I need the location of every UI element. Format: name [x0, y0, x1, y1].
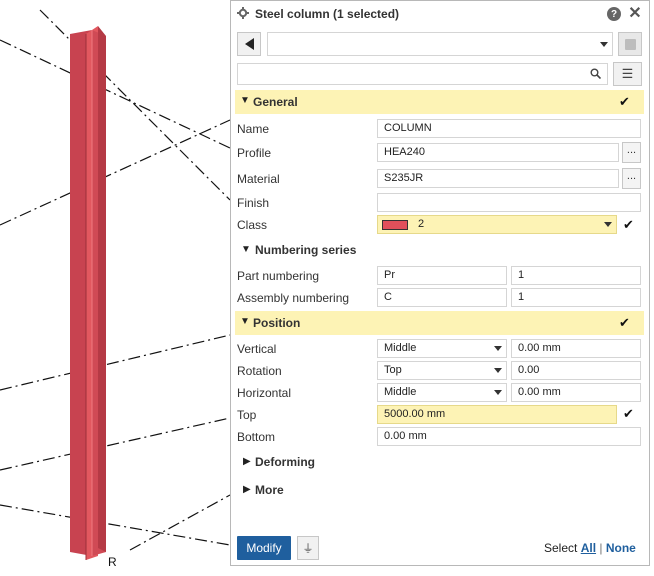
gear-icon — [236, 6, 250, 20]
section-more-title: More — [255, 483, 284, 497]
check-icon[interactable]: ✔ — [619, 315, 630, 330]
collapse-icon: ▼ — [240, 95, 250, 106]
search-icon — [589, 67, 601, 79]
rotation-label: Rotation — [237, 364, 282, 378]
profile-field[interactable]: HEA240 — [377, 143, 619, 162]
section-general[interactable]: ▼ General ✔ — [235, 90, 644, 114]
material-browse-button[interactable]: ... — [622, 168, 641, 189]
chevron-down-icon — [604, 222, 612, 227]
select-none-link[interactable]: None — [605, 541, 636, 555]
part-prefix-field[interactable]: Pr — [377, 266, 507, 285]
panel-titlebar: Steel column (1 selected) ? ✕ — [231, 1, 649, 27]
chevron-down-icon — [600, 42, 608, 47]
save-button[interactable] — [618, 32, 642, 56]
assembly-numbering-label: Assembly numbering — [237, 291, 350, 305]
name-label: Name — [237, 122, 270, 136]
horizontal-dropdown[interactable]: Middle — [377, 383, 507, 402]
rotation-offset-field[interactable]: 0.00 — [511, 361, 641, 380]
class-dropdown[interactable]: 2 — [377, 215, 617, 234]
material-label: Material — [237, 172, 280, 186]
section-deforming[interactable]: ▶ Deforming — [235, 451, 644, 473]
vertical-dropdown[interactable]: Middle — [377, 339, 507, 358]
section-position-title: Position — [253, 316, 301, 330]
pick-icon: ⏚ — [302, 543, 314, 555]
profile-browse-button[interactable]: ... — [622, 142, 641, 163]
help-icon[interactable]: ? — [607, 7, 621, 21]
vertical-offset-field[interactable]: 0.00 mm — [511, 339, 641, 358]
menu-icon: ☰ — [621, 66, 634, 81]
preset-dropdown[interactable] — [267, 32, 613, 56]
bottom-label: Bottom — [237, 430, 276, 444]
properties-panel: Steel column (1 selected) ? ✕ ☰ ▼ Genera… — [230, 0, 650, 566]
section-deforming-title: Deforming — [255, 455, 315, 469]
vertical-label: Vertical — [237, 342, 277, 356]
back-arrow-icon — [244, 38, 254, 50]
section-position[interactable]: ▼ Position ✔ — [235, 311, 644, 335]
expand-icon: ▶ — [243, 456, 251, 467]
grid-line-1 — [0, 39, 231, 149]
bottom-field[interactable]: 0.00 mm — [377, 427, 641, 446]
panel-title: Steel column (1 selected) — [255, 7, 400, 21]
finish-label: Finish — [237, 196, 270, 210]
collapse-icon: ▼ — [240, 316, 250, 327]
pick-button[interactable]: ⏚ — [297, 536, 319, 560]
search-input[interactable] — [237, 63, 608, 85]
modify-button[interactable]: Modify — [237, 536, 291, 560]
assembly-prefix-field[interactable]: C — [377, 288, 507, 307]
assembly-start-field[interactable]: 1 — [511, 288, 641, 307]
part-start-field[interactable]: 1 — [511, 266, 641, 285]
grid-line-4 — [0, 334, 231, 391]
section-more[interactable]: ▶ More — [235, 479, 644, 501]
grid-line-6 — [0, 504, 231, 546]
collapse-icon: ▼ — [241, 244, 251, 255]
grid-line-2 — [39, 9, 231, 201]
top-field[interactable]: 5000.00 mm — [377, 405, 617, 424]
section-numbering[interactable]: ▼ Numbering series — [235, 239, 644, 261]
chevron-down-icon — [494, 390, 502, 395]
chevron-down-icon — [494, 346, 502, 351]
model-viewport[interactable]: R — [0, 0, 231, 573]
chevron-down-icon — [494, 368, 502, 373]
grid-line-7 — [129, 494, 231, 551]
check-icon[interactable]: ✔ — [619, 94, 630, 109]
class-color-swatch — [382, 220, 408, 230]
save-icon — [624, 38, 636, 50]
top-label: Top — [237, 408, 257, 422]
part-numbering-label: Part numbering — [237, 269, 320, 283]
grid-line-3 — [0, 119, 231, 226]
horizontal-label: Horizontal — [237, 386, 292, 400]
check-icon[interactable]: ✔ — [623, 406, 634, 421]
cursor-marker: R — [108, 555, 117, 569]
profile-label: Profile — [237, 146, 272, 160]
expand-icon: ▶ — [243, 484, 251, 495]
horizontal-offset-field[interactable]: 0.00 mm — [511, 383, 641, 402]
class-value: 2 — [418, 218, 425, 230]
rotation-dropdown[interactable]: Top — [377, 361, 507, 380]
name-field[interactable]: COLUMN — [377, 119, 641, 138]
separator: | — [599, 541, 603, 555]
grid-line-5 — [0, 417, 231, 471]
select-links: Select All | None — [544, 541, 636, 555]
material-field[interactable]: S235JR — [377, 169, 619, 188]
steel-column[interactable] — [70, 26, 106, 560]
select-label: Select — [544, 541, 578, 555]
select-all-link[interactable]: All — [580, 541, 597, 555]
menu-button[interactable]: ☰ — [613, 62, 642, 86]
viewport-canvas: R — [0, 9, 231, 569]
class-label: Class — [237, 218, 268, 232]
check-icon[interactable]: ✔ — [623, 217, 634, 232]
finish-field[interactable] — [377, 193, 641, 212]
section-numbering-title: Numbering series — [255, 243, 357, 257]
close-icon[interactable]: ✕ — [628, 5, 642, 22]
section-general-title: General — [253, 95, 298, 109]
back-button[interactable] — [237, 32, 261, 56]
